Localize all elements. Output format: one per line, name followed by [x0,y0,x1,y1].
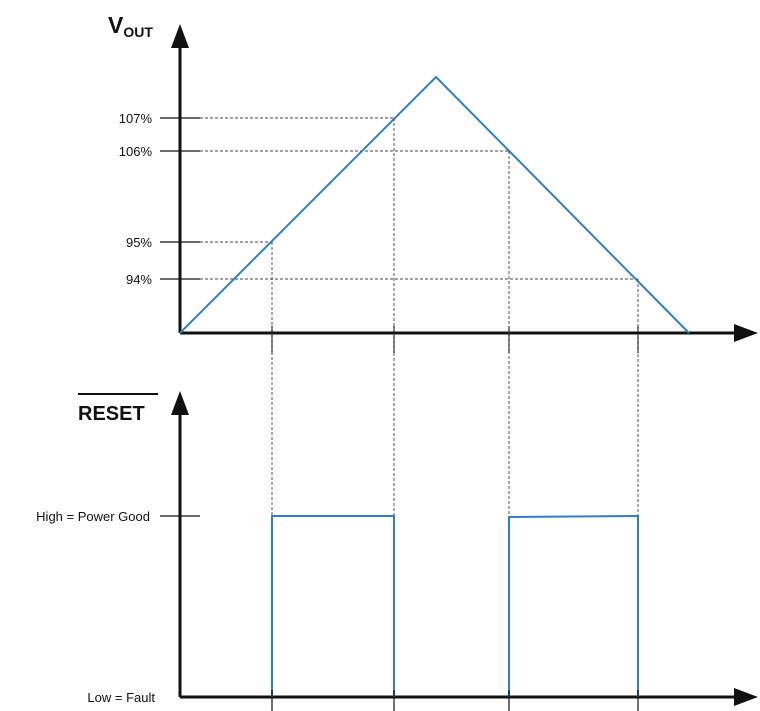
vout-axis-title-sub: OUT [123,24,153,40]
threshold-label-106: 106% [119,144,153,159]
reset-plot: RESET High = Power Good Low = Fault [36,391,758,711]
vout-plot: VOUT 107% 106% 95% 94% [108,12,758,353]
threshold-label-94: 94% [126,272,152,287]
reset-trace-pulse-2 [508,514,639,697]
vout-axis-title: VOUT [108,12,153,40]
vout-axis-title-main: V [108,12,124,38]
threshold-label-95: 95% [126,235,152,250]
high-level-label: High = Power Good [36,509,150,524]
vout-x-axis-arrow [734,324,758,342]
vertical-guides [271,118,639,516]
threshold-label-107: 107% [119,111,153,126]
low-level-label: Low = Fault [87,690,155,705]
vout-trace [179,75,690,334]
reset-x-axis-arrow [734,688,758,706]
reset-trace-pulse-1 [271,515,395,697]
vout-y-axis-arrow [171,24,189,48]
reset-y-axis-arrow [171,391,189,415]
reset-axis-title: RESET [78,403,145,425]
